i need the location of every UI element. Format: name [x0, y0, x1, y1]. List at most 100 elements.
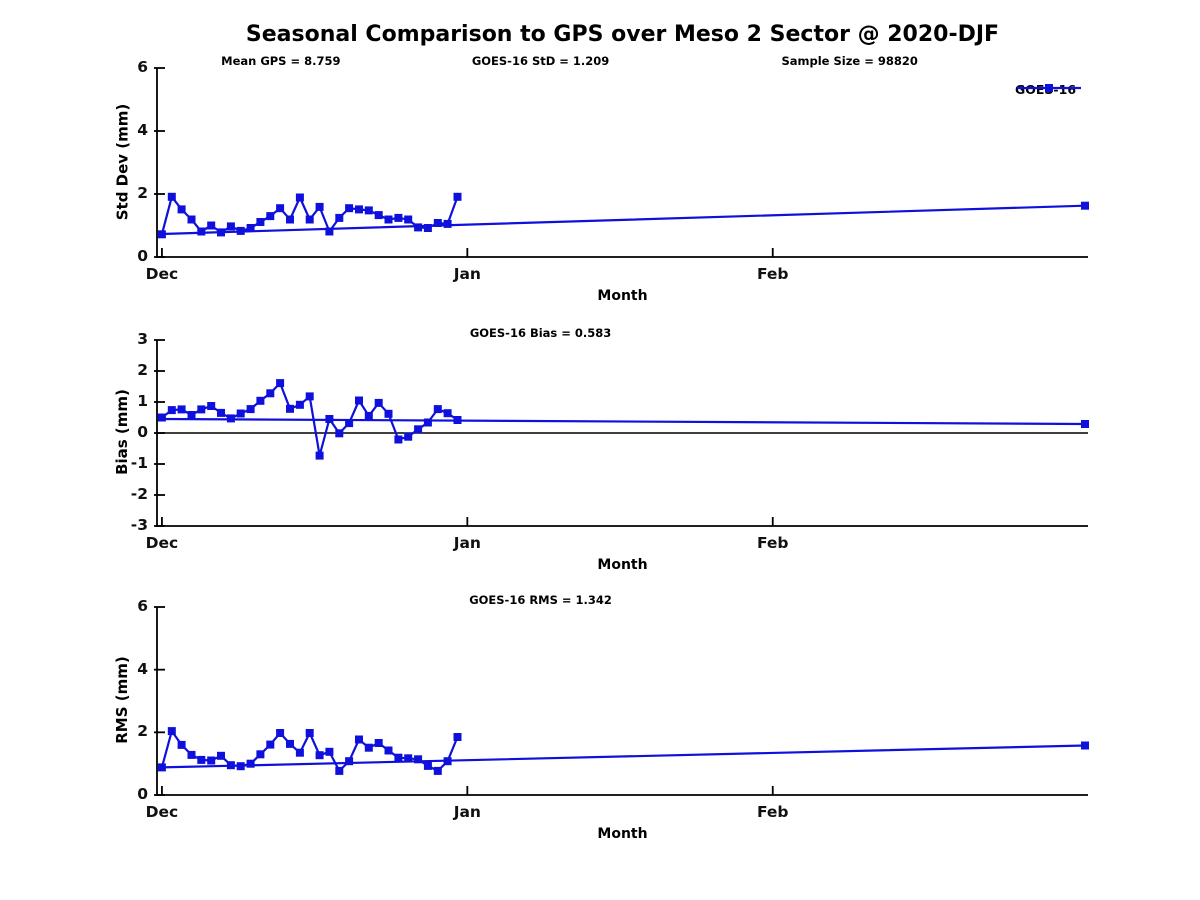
std-data-marker — [355, 205, 363, 214]
bias-data-marker — [157, 413, 166, 422]
bias-x-tick-label-dec: Dec — [145, 534, 179, 552]
rms-data-marker — [443, 757, 452, 766]
bias-data-marker — [305, 392, 314, 401]
rms-data-marker — [355, 735, 363, 744]
rms-data-marker — [256, 750, 265, 759]
bias-data-marker — [443, 409, 452, 418]
bias-data-marker — [345, 419, 354, 428]
bias-data-marker — [325, 415, 334, 423]
rms-data-marker — [295, 748, 304, 757]
bias-data-marker — [226, 414, 235, 423]
bias-data-marker — [404, 432, 413, 441]
rms-data-marker — [217, 751, 225, 760]
std-data-marker — [226, 222, 235, 231]
bias-y-tick-label: -2 — [130, 485, 148, 503]
rms-data-marker — [433, 766, 442, 775]
bias-data-marker — [364, 411, 373, 420]
bias-y-axis-label: Bias (mm) — [113, 389, 131, 475]
std-data-marker — [167, 192, 176, 201]
figure-title: Seasonal Comparison to GPS over Meso 2 S… — [245, 22, 1000, 47]
std-data-marker — [236, 226, 245, 235]
bias-data-marker — [187, 411, 196, 419]
std-data-marker — [345, 204, 354, 213]
rms-data-marker — [276, 729, 285, 737]
rms-data-marker — [423, 761, 432, 770]
std-y-axis-label: Std Dev (mm) — [113, 103, 131, 220]
bias-data-marker — [295, 400, 304, 409]
rms-data-marker — [197, 755, 206, 764]
rms-y-tick-label: 0 — [137, 785, 148, 803]
rms-data-marker — [226, 761, 235, 770]
bias-data-marker — [236, 409, 245, 418]
bias-data-marker — [1081, 420, 1089, 428]
rms-data-marker — [374, 739, 383, 747]
rms-data-marker — [325, 747, 334, 756]
std-data-marker — [256, 218, 265, 226]
std-annotation: GOES-16 StD = 1.209 — [471, 54, 610, 68]
bias-y-tick-label: -3 — [130, 516, 148, 534]
std-annotation: Sample Size = 98820 — [781, 54, 918, 68]
rms-data-marker — [167, 727, 176, 736]
rms-y-tick-label: 6 — [137, 597, 148, 615]
std-data-marker — [1081, 201, 1089, 210]
rms-data-marker — [266, 740, 275, 749]
std-data-marker — [266, 212, 275, 221]
rms-data-marker — [394, 753, 403, 762]
std-data-marker — [384, 215, 393, 224]
std-annotation: Mean GPS = 8.759 — [221, 54, 341, 68]
bias-data-marker — [374, 398, 383, 407]
bias-annotation: GOES-16 Bias = 0.583 — [469, 326, 612, 340]
std-data-marker — [286, 215, 294, 224]
bias-data-marker — [414, 425, 423, 434]
bias-y-tick-label: 3 — [137, 330, 148, 348]
rms-data-marker — [414, 755, 423, 764]
rms-data-marker — [246, 759, 255, 768]
bias-data-marker — [256, 396, 265, 405]
std-data-marker — [443, 219, 452, 228]
bias-data-marker — [286, 404, 294, 413]
bias-data-marker — [315, 451, 324, 460]
rms-data-marker — [187, 750, 196, 759]
rms-y-tick-label: 2 — [137, 722, 148, 741]
rms-data-marker — [315, 751, 324, 760]
bias-data-marker — [246, 405, 255, 414]
std-data-marker — [414, 223, 423, 232]
bias-data-marker — [335, 429, 344, 438]
rms-x-axis-label: Month — [597, 826, 648, 842]
bias-data-marker — [433, 405, 442, 414]
std-data-marker — [404, 215, 413, 224]
bias-data-marker — [177, 405, 186, 414]
std-data-marker — [197, 227, 206, 236]
std-y-tick-label: 6 — [137, 58, 148, 76]
bias-y-tick-label: 0 — [137, 423, 148, 441]
rms-data-marker — [345, 757, 354, 766]
std-x-axis-label: Month — [597, 288, 648, 304]
std-data-marker — [295, 193, 304, 202]
bias-y-tick-label: 2 — [137, 361, 148, 379]
rms-data-marker — [453, 733, 462, 741]
bias-x-tick-label-feb: Feb — [756, 534, 789, 552]
rms-data-marker — [335, 766, 344, 775]
rms-data-marker — [364, 743, 373, 752]
std-data-marker — [177, 205, 186, 214]
rms-x-tick-label-dec: Dec — [145, 803, 179, 821]
std-data-marker — [276, 204, 285, 213]
rms-series-line — [160, 744, 1087, 769]
std-data-marker — [453, 192, 462, 201]
std-data-marker — [364, 206, 373, 215]
std-data-marker — [374, 211, 383, 220]
std-x-tick-label-dec: Dec — [145, 265, 179, 283]
std-data-marker — [217, 228, 225, 237]
bias-data-marker — [217, 408, 225, 417]
std-data-marker — [305, 215, 314, 224]
rms-data-marker — [404, 754, 413, 763]
bias-data-marker — [197, 405, 206, 414]
bias-data-marker — [276, 379, 285, 388]
std-y-tick-label: 4 — [137, 121, 148, 139]
std-x-tick-label-feb: Feb — [756, 265, 789, 283]
rms-data-marker — [157, 763, 166, 772]
rms-y-tick-label: 4 — [137, 659, 148, 678]
rms-data-marker — [236, 762, 245, 771]
std-data-marker — [325, 227, 334, 236]
